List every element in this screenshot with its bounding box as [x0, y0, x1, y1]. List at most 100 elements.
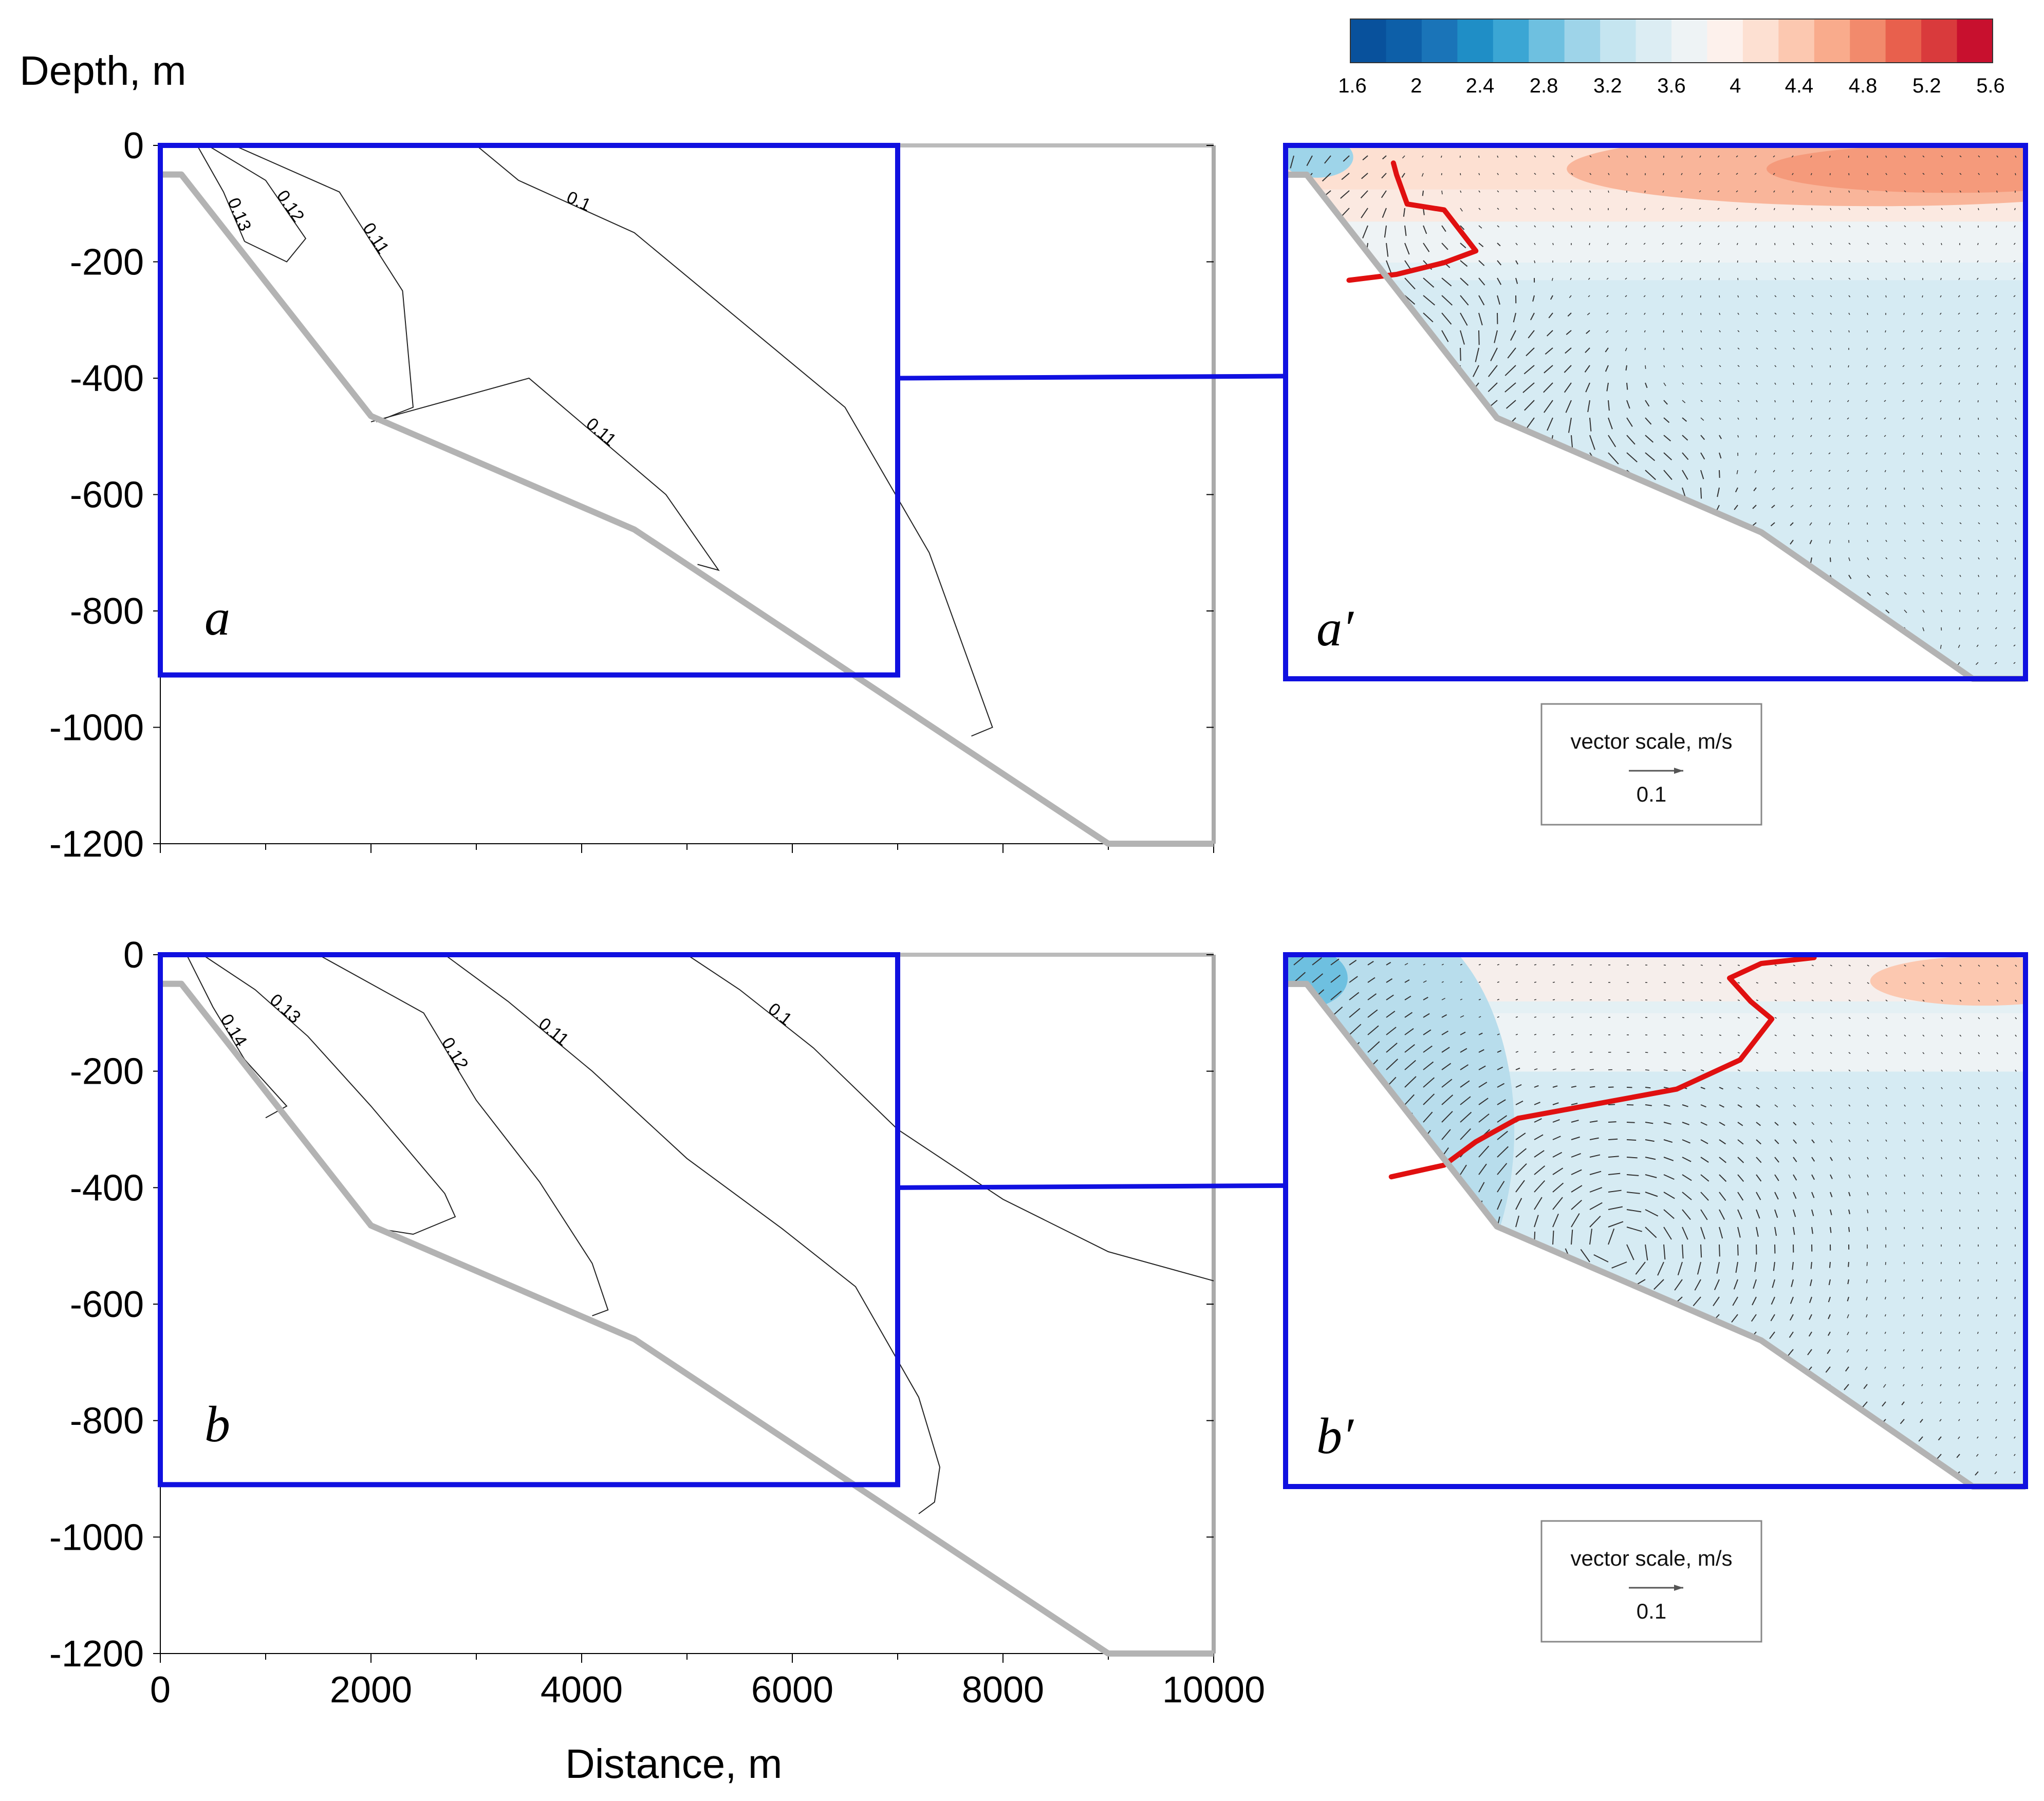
velocity-vector [1735, 1261, 1738, 1273]
velocity-vector [1386, 347, 1392, 353]
velocity-vector [1608, 1104, 1615, 1105]
velocity-vector [1811, 999, 1814, 1001]
velocity-vector [1848, 260, 1851, 263]
velocity-vector [1867, 627, 1872, 633]
velocity-vector [1571, 1230, 1573, 1245]
velocity-vector [1497, 225, 1500, 228]
velocity-vector [1441, 1094, 1454, 1105]
velocity-vector [1423, 1061, 1434, 1070]
velocity-vector [1511, 1269, 1516, 1280]
velocity-vector [1958, 400, 1960, 402]
velocity-vector [1922, 1052, 1925, 1054]
velocity-vector [1330, 1294, 1331, 1297]
velocity-vector [1958, 1401, 1960, 1404]
velocity-vector [1460, 592, 1462, 595]
velocity-vector [1904, 592, 1907, 595]
velocity-vector [1941, 243, 1942, 246]
velocity-vector [1727, 1419, 1738, 1425]
velocity-vector [1737, 1069, 1740, 1071]
velocity-vector [1732, 1471, 1738, 1474]
velocity-vector [1866, 1331, 1868, 1334]
velocity-vector [1330, 1080, 1337, 1088]
velocity-vector [1817, 1454, 1831, 1464]
velocity-vector [1340, 190, 1350, 199]
velocity-vector [1441, 295, 1453, 306]
velocity-vector [1830, 1157, 1833, 1161]
velocity-vector [1367, 1275, 1368, 1280]
velocity-vector [1478, 592, 1481, 595]
velocity-vector [1403, 1364, 1405, 1367]
velocity-vector [1745, 1366, 1757, 1376]
velocity-vector [1884, 1349, 1886, 1351]
velocity-vector [1678, 1436, 1683, 1438]
velocity-vector [1613, 1296, 1627, 1299]
y-tick-label: 0 [123, 125, 144, 166]
velocity-vector [1384, 1452, 1387, 1455]
velocity-vector [1756, 382, 1758, 385]
velocity-vector [1663, 173, 1664, 176]
velocity-vector [1959, 557, 1962, 560]
velocity-vector [1552, 487, 1557, 494]
velocity-vector [1996, 1104, 1998, 1107]
velocity-vector [1386, 1059, 1399, 1070]
velocity-vector [1386, 1132, 1391, 1140]
velocity-vector [1976, 277, 1979, 280]
velocity-vector [1608, 557, 1610, 563]
velocity-vector [1941, 982, 1943, 985]
velocity-vector [1715, 1471, 1720, 1473]
velocity-vector [1922, 1122, 1924, 1124]
velocity-vector [1922, 1087, 1924, 1089]
velocity-vector [1900, 1419, 1905, 1424]
velocity-vector [1552, 1182, 1564, 1193]
velocity-vector [1830, 1139, 1833, 1143]
velocity-vector [1626, 417, 1633, 427]
velocity-vector [1474, 1288, 1479, 1297]
velocity-vector [1635, 1349, 1646, 1352]
velocity-vector [1384, 505, 1387, 507]
velocity-vector [1976, 347, 1979, 350]
velocity-vector [1384, 1292, 1387, 1297]
velocity-vector [1828, 470, 1831, 472]
velocity-vector [1534, 208, 1536, 210]
velocity-vector [1310, 592, 1313, 595]
velocity-vector [1497, 1146, 1509, 1158]
velocity-vector [1404, 1028, 1414, 1035]
velocity-vector [1649, 1314, 1664, 1322]
velocity-vector [1349, 382, 1351, 385]
velocity-vector [1645, 1052, 1648, 1053]
velocity-vector [1534, 190, 1536, 193]
velocity-vector [1830, 999, 1832, 1001]
velocity-vector [1457, 435, 1461, 439]
velocity-vector [1713, 609, 1720, 618]
velocity-vector [1404, 1149, 1410, 1158]
velocity-vector [1329, 1347, 1331, 1350]
velocity-vector [1958, 1436, 1960, 1439]
velocity-vector [1682, 435, 1688, 441]
contour-line [686, 954, 1214, 1282]
velocity-vector [1658, 1401, 1664, 1404]
velocity-vector [1959, 522, 1962, 525]
velocity-vector [1404, 1131, 1411, 1140]
velocity-vector [1793, 243, 1795, 245]
velocity-vector [1366, 557, 1368, 560]
velocity-vector [1367, 295, 1374, 305]
velocity-vector [1904, 1209, 1905, 1212]
velocity-vector [1552, 1085, 1558, 1088]
velocity-vector [1995, 347, 1997, 350]
velocity-vector [1534, 505, 1537, 509]
velocity-vector [1440, 1435, 1442, 1437]
velocity-vector [1731, 1314, 1738, 1323]
velocity-vector [1438, 1290, 1442, 1297]
velocity-vector [1441, 243, 1448, 250]
panel-b-prime: b′ [1283, 952, 2028, 1490]
velocity-vector [1310, 1417, 1313, 1420]
velocity-vector [1402, 155, 1405, 159]
velocity-vector [1330, 330, 1333, 334]
velocity-vector [1534, 1165, 1546, 1175]
velocity-vector [1663, 522, 1665, 536]
velocity-vector [1995, 295, 1997, 298]
velocity-vector [1940, 295, 1942, 298]
velocity-vector [1460, 190, 1462, 193]
velocity-vector [1941, 557, 1943, 560]
velocity-vector [1473, 1326, 1479, 1332]
